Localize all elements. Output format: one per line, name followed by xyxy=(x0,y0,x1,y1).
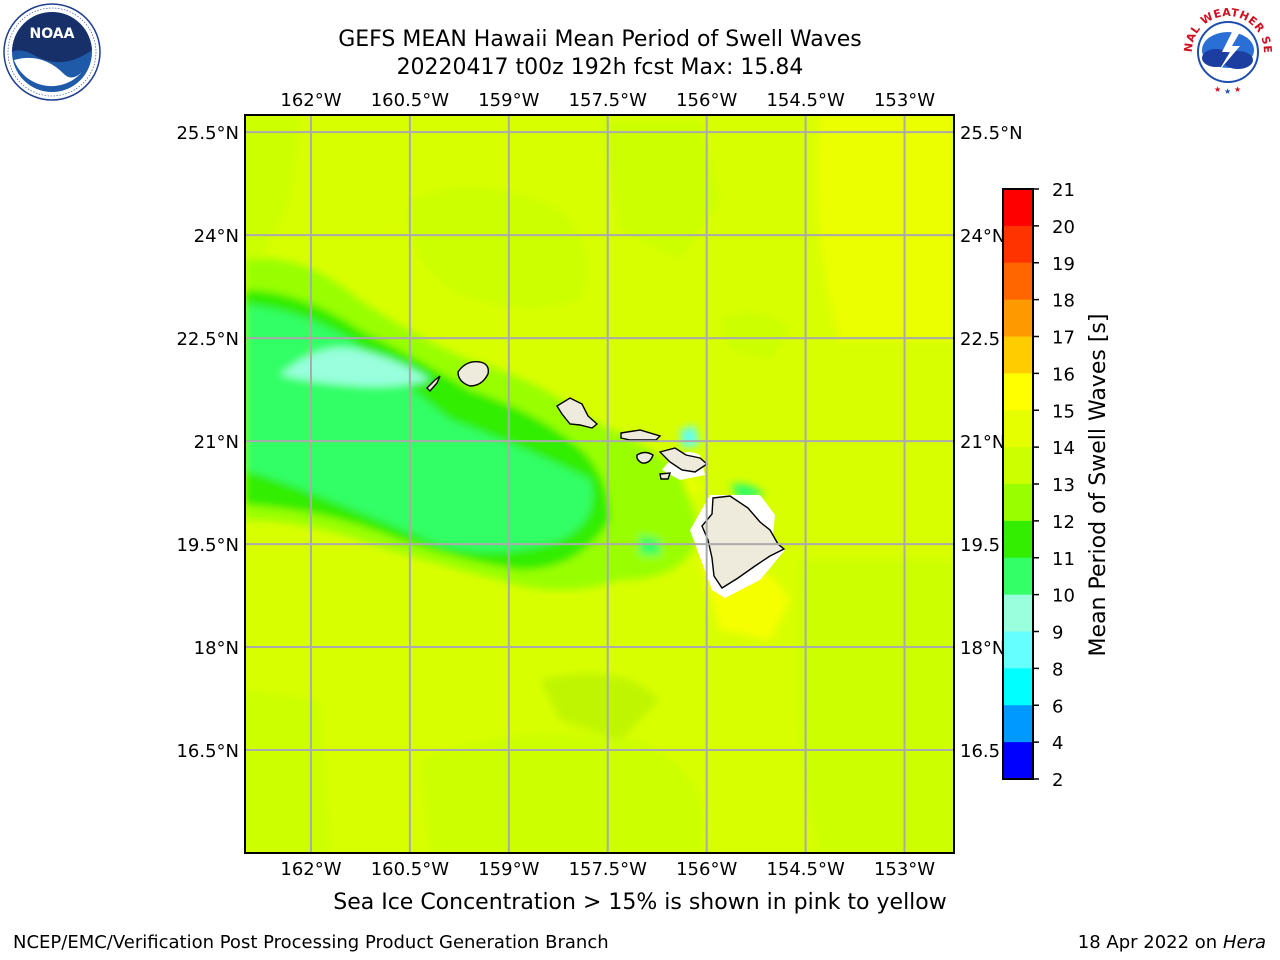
colorbar-tick-label: 8 xyxy=(1052,659,1063,680)
colorbar-swatch xyxy=(1003,299,1033,337)
colorbar-swatch xyxy=(1003,742,1033,780)
sea-ice-caption: Sea Ice Concentration > 15% is shown in … xyxy=(333,890,947,915)
noaa-logo: NOAA xyxy=(3,3,101,101)
footer-date-text: 18 Apr 2022 on xyxy=(1077,932,1223,953)
lon-tick-label-top: 153°W xyxy=(874,90,935,111)
colorbar-swatch xyxy=(1003,557,1033,596)
lat-tick-label-right: 24°N xyxy=(960,226,1005,247)
lat-tick-label-left: 19.5°N xyxy=(176,535,239,556)
colorbar-tick-label: 10 xyxy=(1052,586,1075,607)
lon-tick-label-bottom: 153°W xyxy=(874,859,935,880)
lon-tick-label-bottom: 159°W xyxy=(478,859,539,880)
lon-tick-label-top: 160.5°W xyxy=(371,90,450,111)
colorbar-swatch xyxy=(1003,262,1033,301)
lat-tick-label-left: 21°N xyxy=(194,432,239,453)
colorbar-swatch xyxy=(1003,336,1033,374)
colorbar-swatch xyxy=(1003,447,1033,485)
colorbar-swatch xyxy=(1003,189,1033,227)
colorbar-swatch xyxy=(1003,520,1033,559)
colorbar-tick-label: 17 xyxy=(1052,328,1075,349)
footer-host: Hera xyxy=(1222,932,1266,953)
lon-tick-label-bottom: 154.5°W xyxy=(766,859,845,880)
colorbar: 21 20 19 18 17 16 15 14 13 12 11 10 9 8 6 4 2 xyxy=(1002,180,1075,791)
colorbar-swatch xyxy=(1003,484,1033,522)
svg-text:★: ★ xyxy=(1224,87,1231,96)
lat-tick-label-left: 24°N xyxy=(194,226,239,247)
lon-tick-label-top: 156°W xyxy=(676,90,737,111)
lon-tick-label-bottom: 162°W xyxy=(280,859,341,880)
colorbar-tick-label: 4 xyxy=(1052,733,1063,754)
lat-tick-label-left: 18°N xyxy=(194,638,239,659)
lon-tick-label-bottom: 157.5°W xyxy=(569,859,648,880)
lon-tick-label-bottom: 160.5°W xyxy=(371,859,450,880)
colorbar-label: Mean Period of Swell Waves [s] xyxy=(1086,314,1111,657)
colorbar-swatch xyxy=(1003,225,1033,264)
lat-tick-label-right: 18°N xyxy=(960,638,1005,659)
colorbar-tick-label: 14 xyxy=(1052,438,1075,459)
svg-text:★: ★ xyxy=(1214,85,1221,94)
colorbar-tick-label: 20 xyxy=(1052,217,1075,238)
footer-credit: NCEP/EMC/Verification Post Processing Pr… xyxy=(13,932,609,953)
map-frame xyxy=(244,114,955,854)
lon-tick-label-top: 154.5°W xyxy=(766,90,845,111)
colorbar-tick-label: 2 xyxy=(1052,770,1063,791)
nws-logo: NATIONAL WEATHER SERVICE ★ ★ ★ xyxy=(1178,0,1275,97)
colorbar-swatch xyxy=(1003,373,1033,411)
colorbar-tick-label: 15 xyxy=(1052,401,1075,422)
colorbar-tick-label: 21 xyxy=(1052,180,1075,201)
colorbar-tick-label: 9 xyxy=(1052,623,1063,644)
map-grid xyxy=(245,115,954,853)
lon-tick-label-top: 162°W xyxy=(280,90,341,111)
colorbar-swatch xyxy=(1003,705,1033,743)
colorbar-swatch xyxy=(1003,410,1033,448)
lat-tick-label-right: 21°N xyxy=(960,432,1005,453)
colorbar-swatch xyxy=(1003,594,1033,632)
colorbar-tick-label: 18 xyxy=(1052,291,1075,312)
footer-date: 18 Apr 2022 on Hera xyxy=(1078,932,1266,953)
noaa-logo-text: NOAA xyxy=(30,26,75,42)
colorbar-tick-label: 19 xyxy=(1052,254,1075,275)
lon-tick-label-bottom: 156°W xyxy=(676,859,737,880)
colorbar-tick-label: 11 xyxy=(1052,549,1075,570)
colorbar-tick-label: 6 xyxy=(1052,696,1063,717)
colorbar-tick-label: 16 xyxy=(1052,364,1075,385)
colorbar-swatch xyxy=(1003,668,1033,706)
lon-tick-label-top: 157.5°W xyxy=(569,90,648,111)
colorbar-tick-label: 13 xyxy=(1052,475,1075,496)
lon-tick-label-top: 159°W xyxy=(478,90,539,111)
chart-title: GEFS MEAN Hawaii Mean Period of Swell Wa… xyxy=(338,27,862,52)
svg-text:★: ★ xyxy=(1234,85,1241,94)
lat-tick-label-left: 16.5°N xyxy=(176,741,239,762)
lat-tick-label-left: 22.5°N xyxy=(176,329,239,350)
lat-tick-label-right: 25.5°N xyxy=(960,123,1023,144)
lat-tick-label-left: 25.5°N xyxy=(176,123,239,144)
chart-subtitle: 20220417 t00z 192h fcst Max: 15.84 xyxy=(396,55,804,80)
colorbar-swatch xyxy=(1003,631,1033,669)
map-field xyxy=(245,115,954,853)
colorbar-tick-label: 12 xyxy=(1052,512,1075,533)
